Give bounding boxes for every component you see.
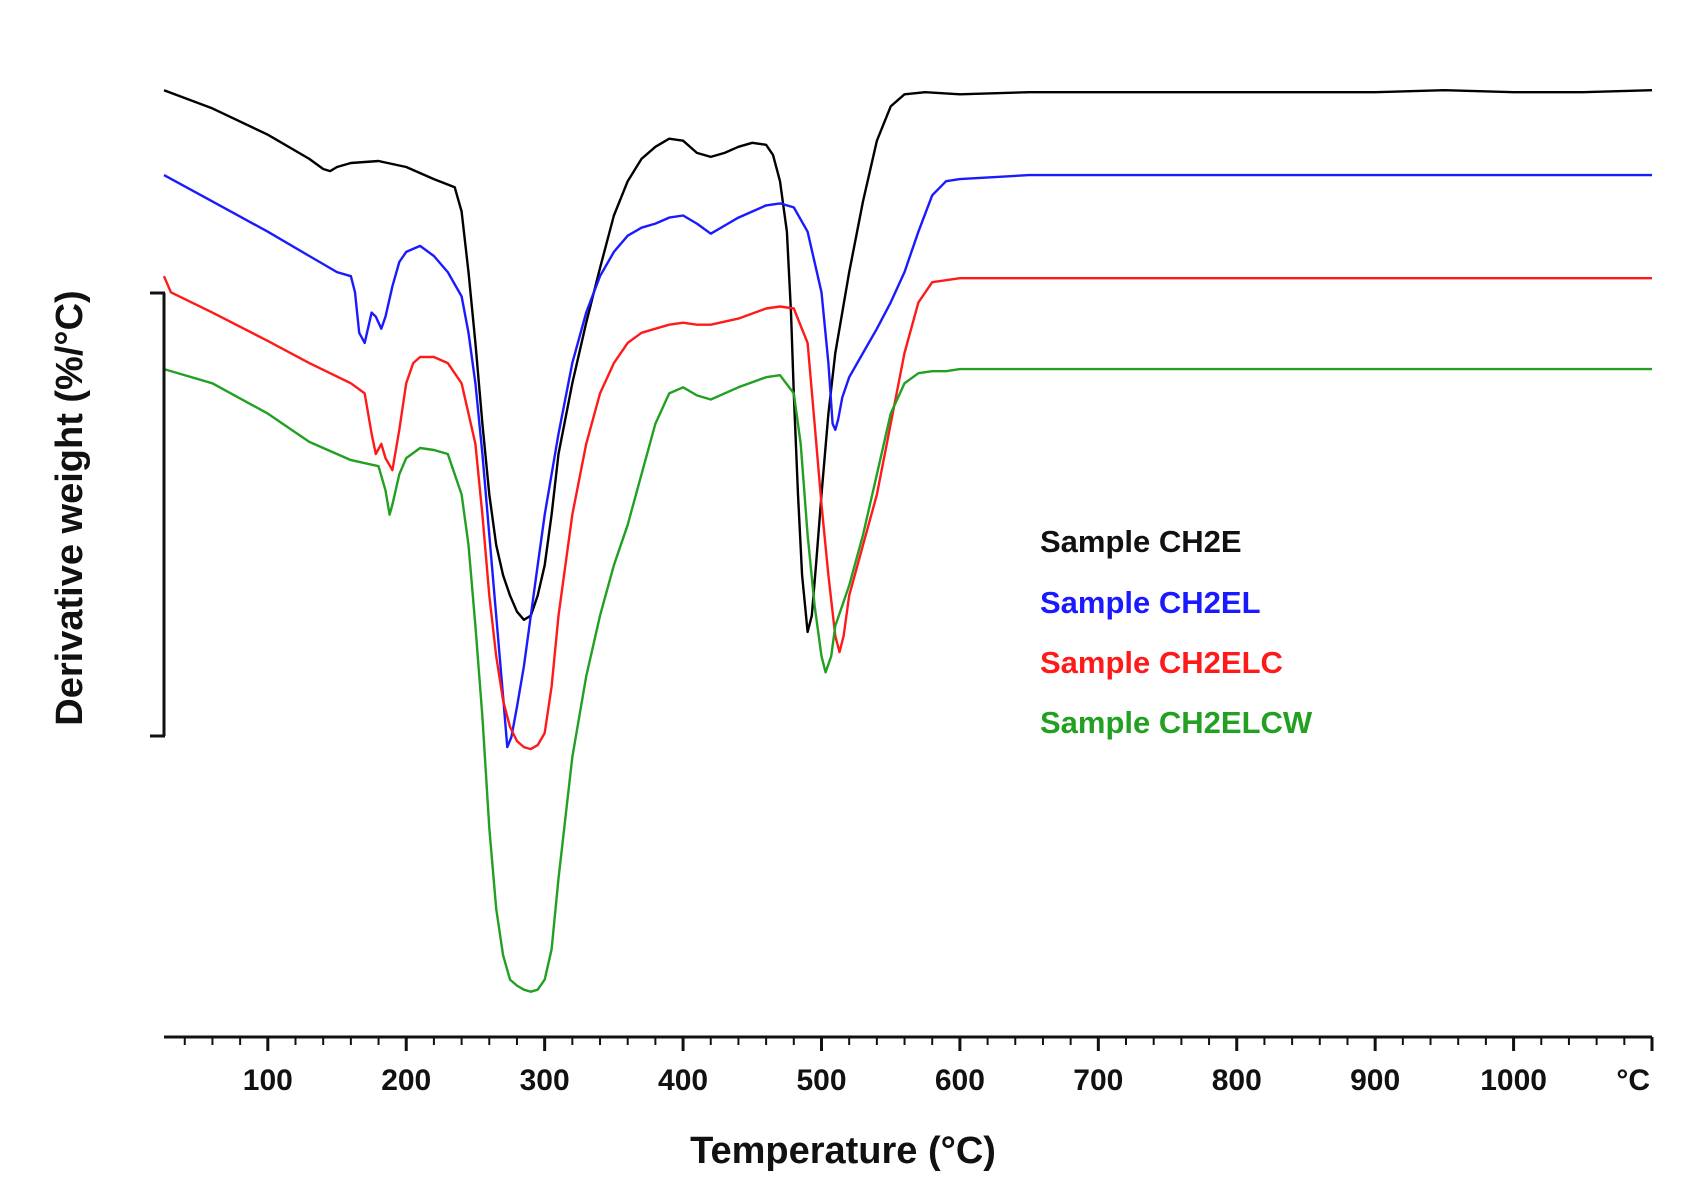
x-tick-label: 400 — [658, 1064, 708, 1097]
x-tick-label: 1000 — [1480, 1064, 1547, 1097]
series-line-sample-ch2elcw — [163, 367, 1652, 993]
y-scale-bar — [150, 291, 166, 738]
x-tick-label: 800 — [1212, 1064, 1262, 1097]
y-axis-title: Derivative weight (%/°C) — [49, 290, 91, 725]
legend-entry-ch2e: Sample CH2E — [1040, 524, 1242, 559]
x-axis-ticks — [183, 1037, 1654, 1051]
series-line-sample-ch2el — [163, 173, 1652, 749]
x-tick-label: 700 — [1073, 1064, 1123, 1097]
x-axis-tick-labels: 100 200 300 400 500 600 700 800 900 1000 — [243, 1064, 1547, 1097]
series-line-sample-ch2elc — [162, 275, 1652, 751]
legend: Sample CH2E Sample CH2EL Sample CH2ELC S… — [1040, 524, 1313, 740]
x-tick-label: 100 — [243, 1064, 293, 1097]
legend-entry-ch2elcw: Sample CH2ELCW — [1040, 705, 1313, 740]
x-axis-title: Temperature (°C) — [690, 1130, 996, 1172]
series-line-sample-ch2e — [163, 89, 1653, 634]
x-tick-label: 500 — [796, 1064, 846, 1097]
x-tick-label: 900 — [1350, 1064, 1400, 1097]
x-axis-unit-label: °C — [1616, 1064, 1650, 1097]
x-tick-label: 200 — [381, 1064, 431, 1097]
x-tick-label: 600 — [935, 1064, 985, 1097]
series-layer — [162, 89, 1653, 993]
legend-entry-ch2el: Sample CH2EL — [1040, 585, 1261, 620]
x-tick-label: 300 — [520, 1064, 570, 1097]
legend-entry-ch2elc: Sample CH2ELC — [1040, 645, 1283, 680]
